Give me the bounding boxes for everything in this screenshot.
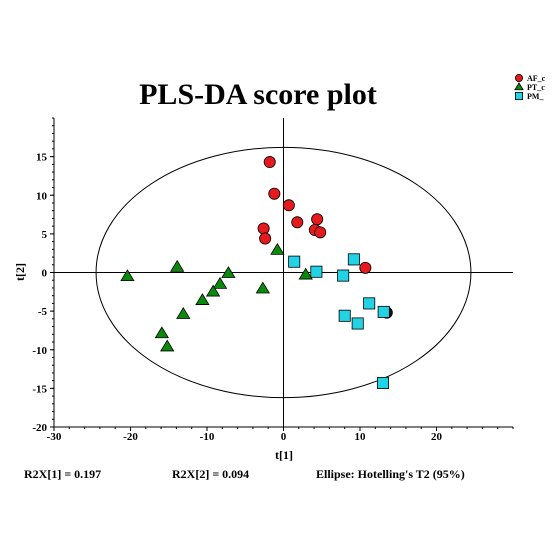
data-point-square (310, 265, 323, 278)
data-point-square (337, 269, 350, 282)
legend-label: AF_c (527, 74, 546, 83)
hotelling-ellipse-layer (95, 146, 472, 399)
data-point-circle (259, 232, 272, 245)
y-tick-label: -5 (38, 306, 48, 318)
x-tick-label: 10 (355, 431, 367, 443)
data-point-circle (314, 226, 327, 239)
data-point-triangle (154, 326, 170, 339)
chart-title: PLS-DA score plot (139, 78, 377, 111)
data-point-square (288, 255, 301, 268)
data-point-square (363, 297, 376, 310)
legend-marker-square (515, 92, 524, 101)
data-point-circle (291, 216, 304, 229)
x-tick-label: -10 (200, 431, 215, 443)
data-point-circle (263, 156, 276, 169)
data-point-square (377, 305, 390, 318)
r2x-2-stat: R2X[2] = 0.094 (172, 467, 250, 481)
legend-label: PM_ (527, 92, 544, 101)
data-point-circle (359, 261, 372, 274)
y-tick-label: -20 (32, 422, 47, 434)
data-point-triangle (298, 267, 313, 280)
y-tick-label: -15 (32, 383, 47, 395)
data-point-square (376, 376, 389, 389)
data-point-circle (282, 199, 295, 212)
data-point-circle (311, 213, 324, 226)
x-tick-label: -20 (123, 431, 138, 443)
y-tick-label: 5 (42, 229, 48, 241)
legend-label: PT_c (527, 83, 545, 92)
data-points (120, 156, 393, 389)
data-point-triangle (255, 281, 270, 294)
legend-marker-triangle (514, 82, 524, 91)
data-point-circle (257, 222, 270, 235)
hotelling-t2-ellipse (95, 146, 472, 399)
data-point-triangle (195, 293, 210, 305)
data-point-triangle (160, 339, 175, 352)
data-point-square (338, 309, 351, 322)
x-tick-label: -30 (47, 431, 62, 443)
x-tick-label: 0 (281, 431, 287, 443)
data-point-triangle (221, 266, 236, 278)
data-point-circle (268, 187, 281, 200)
y-tick-label: 15 (36, 152, 48, 164)
data-point-triangle (270, 242, 285, 255)
legend: AF_cPT_cPM_ (514, 74, 546, 101)
r2x-1-stat: R2X[1] = 0.197 (24, 467, 102, 481)
data-point-triangle (205, 284, 221, 297)
legend-marker-circle (515, 74, 524, 83)
data-point-square (347, 253, 360, 266)
data-point-triangle (212, 276, 228, 289)
y-tick-label: 0 (42, 268, 48, 280)
data-point-triangle (176, 307, 191, 319)
y-tick-label: 10 (36, 190, 48, 202)
data-point-triangle (170, 259, 185, 272)
x-tick-label: 20 (431, 431, 443, 443)
y-axis-label: t[2] (13, 263, 27, 281)
x-axis-label: t[1] (275, 448, 293, 462)
data-point-triangle (120, 269, 135, 282)
y-tick-label: -10 (32, 345, 47, 357)
ellipse-label: Ellipse: Hotelling's T2 (95%) (316, 467, 465, 481)
data-point-square (351, 317, 364, 330)
